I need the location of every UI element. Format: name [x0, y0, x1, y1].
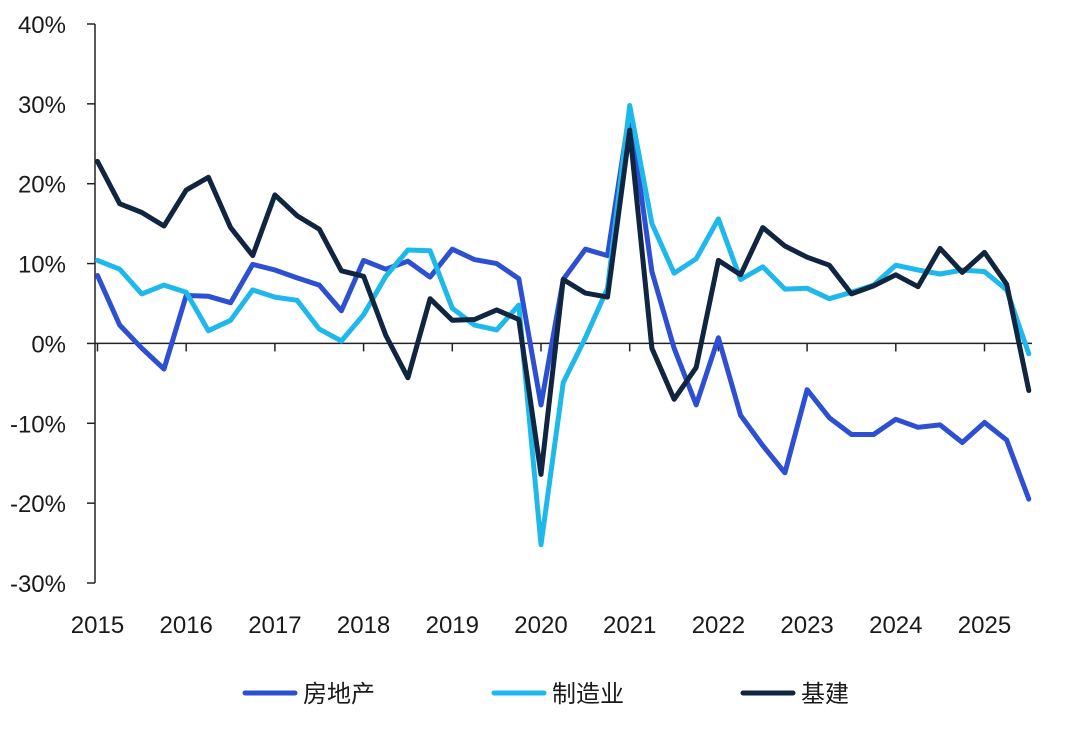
- x-tick-label: 2024: [869, 612, 922, 639]
- x-tick-label: 2022: [692, 612, 745, 639]
- y-tick-label: 40%: [18, 12, 66, 39]
- legend-label-0: 房地产: [303, 680, 375, 708]
- legend-label-1: 制造业: [552, 680, 624, 708]
- y-tick-label: -10%: [10, 411, 66, 438]
- x-tick-label: 2015: [71, 612, 124, 639]
- x-tick-label: 2023: [780, 612, 833, 639]
- x-tick-label: 2019: [426, 612, 479, 639]
- x-tick-label: 2017: [248, 612, 301, 639]
- x-tick-label: 2020: [514, 612, 567, 639]
- series-line-2: [95, 127, 1032, 477]
- y-tick-label: 30%: [18, 92, 66, 119]
- y-tick-label: 20%: [18, 172, 66, 199]
- y-tick-label: 10%: [18, 252, 66, 279]
- axes: -30% -20% -10% 0% 10% 20% 30% 40% 2015 2016 2017 20…: [10, 12, 1032, 639]
- series-line-0: [95, 109, 1032, 502]
- y-tick-label: -20%: [10, 491, 66, 518]
- legend-label-2: 基建: [801, 680, 849, 708]
- series-line-1: [95, 103, 1032, 548]
- legend: 房地产 制造业 基建: [242, 680, 849, 708]
- x-tick-label: 2025: [958, 612, 1011, 639]
- y-tick-label: -30%: [10, 571, 66, 598]
- x-tick-label: 2021: [603, 612, 656, 639]
- x-tick-label: 2016: [160, 612, 213, 639]
- series-lines: [95, 103, 1032, 548]
- x-tick-label: 2018: [337, 612, 390, 639]
- y-tick-label: 0%: [31, 331, 66, 358]
